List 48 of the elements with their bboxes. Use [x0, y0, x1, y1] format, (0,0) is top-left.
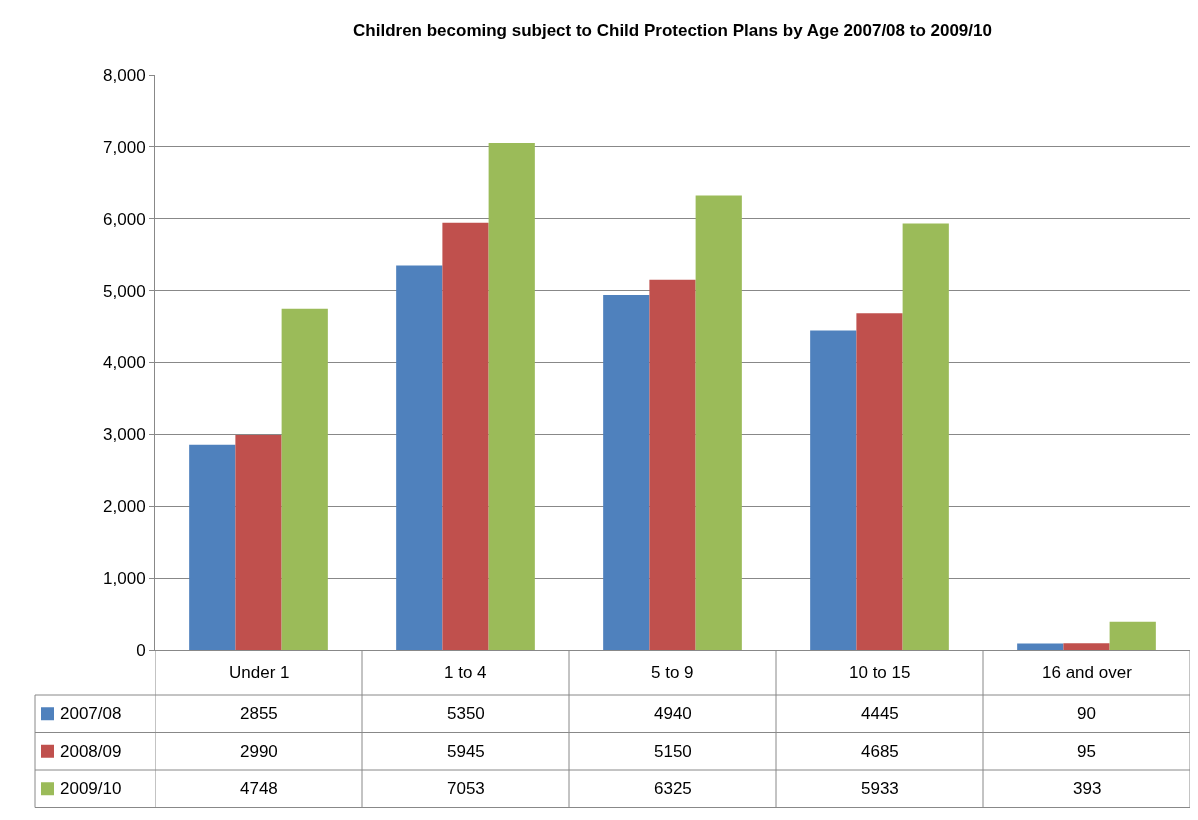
data-label: 4685 — [861, 742, 899, 761]
data-label: 90 — [1077, 704, 1096, 723]
chart-title: Children becoming subject to Child Protection Plans by Age 2007/08 to 2009/10 — [353, 20, 992, 40]
bar — [488, 143, 535, 650]
x-tick-label: Under 1 — [229, 663, 290, 682]
x-tick-label: 16 and over — [1042, 663, 1133, 682]
bar — [810, 330, 857, 650]
legend-label: 2007/08 — [60, 704, 122, 723]
y-tick-label: 7,000 — [103, 137, 146, 157]
y-tick-label: 4,000 — [103, 353, 146, 373]
x-tick-label: 1 to 4 — [444, 663, 487, 682]
bar — [189, 444, 236, 650]
data-label: 5933 — [861, 779, 899, 798]
x-tick-label: 5 to 9 — [651, 663, 694, 682]
bar — [1017, 643, 1064, 650]
bar — [649, 279, 696, 650]
y-tick-label: 2,000 — [103, 497, 146, 517]
data-label: 4445 — [861, 704, 899, 723]
x-tick-label: 10 to 15 — [849, 663, 911, 682]
y-tick-label: 8,000 — [103, 65, 146, 85]
bar — [695, 195, 742, 650]
data-label: 5945 — [447, 742, 485, 761]
y-tick-label: 1,000 — [103, 569, 146, 589]
y-tick-label: 6,000 — [103, 209, 146, 229]
bar — [396, 265, 443, 650]
data-label: 2855 — [240, 704, 278, 723]
data-label: 7053 — [447, 779, 485, 798]
bar — [902, 223, 949, 650]
y-tick-label: 3,000 — [103, 425, 146, 445]
bar — [235, 435, 282, 650]
data-label: 95 — [1077, 742, 1096, 761]
data-label: 6325 — [654, 779, 692, 798]
bar — [1109, 621, 1156, 650]
data-label: 4748 — [240, 779, 278, 798]
legend-label: 2008/09 — [60, 742, 122, 761]
bar — [856, 313, 903, 650]
data-label: 2990 — [240, 742, 278, 761]
data-label: 393 — [1073, 779, 1102, 798]
y-tick-label: 5,000 — [103, 281, 146, 301]
data-label: 5150 — [654, 742, 692, 761]
data-label: 4940 — [654, 704, 692, 723]
legend-label: 2009/10 — [60, 779, 122, 798]
bar — [442, 222, 489, 650]
y-tick-label: 0 — [136, 640, 146, 660]
bar — [603, 294, 650, 650]
bar — [1063, 643, 1110, 650]
bar — [281, 308, 328, 650]
data-label: 5350 — [447, 704, 485, 723]
